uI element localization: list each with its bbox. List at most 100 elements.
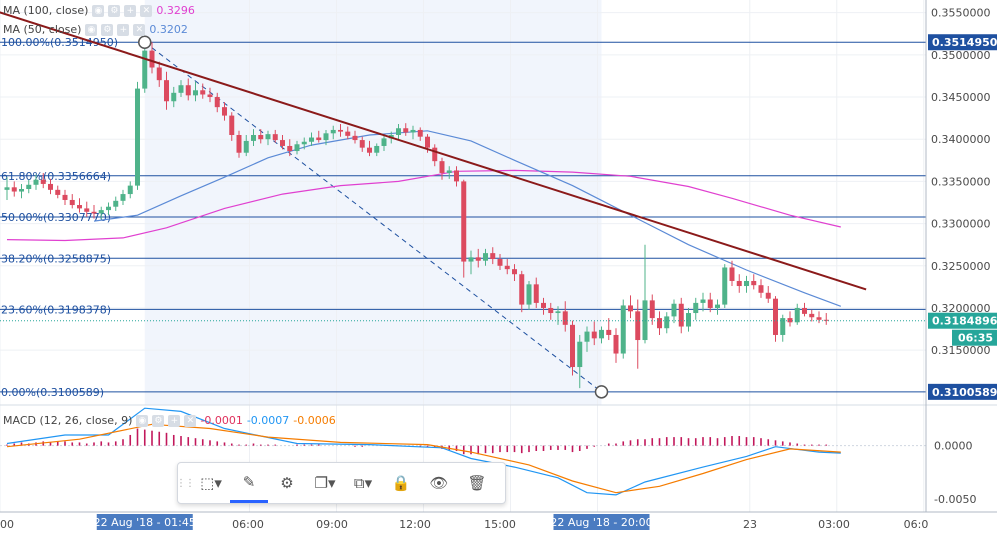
price-tag xyxy=(928,383,997,400)
candle xyxy=(11,187,17,192)
macd-tick-label: 0.0000 xyxy=(934,440,973,453)
price-tick-label: 0.3500000 xyxy=(931,49,991,62)
countdown-label: 06:35 xyxy=(958,332,993,345)
close-icon[interactable]: ✕ xyxy=(140,4,153,17)
eye-icon[interactable]: ◉ xyxy=(92,4,105,17)
candle xyxy=(620,305,626,354)
candle xyxy=(120,194,126,201)
eye-icon[interactable]: 👁 xyxy=(429,474,449,492)
candle xyxy=(519,274,525,305)
candle xyxy=(613,334,619,354)
candle xyxy=(40,179,46,184)
ma100-legend[interactable]: MA (100, close) ◉ ⚙ + ✕ 0.3296 xyxy=(3,4,195,17)
fib-anchor-handle xyxy=(594,385,609,399)
plus-icon[interactable]: + xyxy=(124,4,137,17)
candle xyxy=(214,97,220,108)
candle xyxy=(156,67,162,81)
time-highlight-tag xyxy=(553,514,650,530)
candle xyxy=(135,88,140,186)
macd-legend[interactable]: MACD (12, 26, close, 9) ◉ ⚙ + ✕ -0.0001 … xyxy=(3,414,336,427)
plus-icon[interactable]: + xyxy=(168,414,181,427)
price-tick-label: 0.3550000 xyxy=(931,7,991,20)
clone-icon[interactable]: ⧉▾ xyxy=(353,474,373,492)
time-tick-label: 06:0 xyxy=(904,518,929,531)
candle xyxy=(294,144,300,152)
pencil-icon[interactable]: ✎ xyxy=(230,463,268,503)
candle xyxy=(425,136,430,148)
candle xyxy=(207,94,213,98)
candle xyxy=(497,259,503,266)
candle xyxy=(729,267,735,281)
candle xyxy=(345,131,351,136)
macd-tick-label: -0.0050 xyxy=(934,493,976,506)
candle xyxy=(439,161,445,173)
candle xyxy=(287,145,293,152)
candle xyxy=(359,140,365,148)
candle xyxy=(541,302,546,308)
time-highlight-label: 22 Aug '18 - 01:45 xyxy=(94,516,196,529)
gear-icon[interactable]: ⚙ xyxy=(152,414,165,427)
candle xyxy=(236,135,242,153)
macd-label: MACD (12, 26, close, 9) xyxy=(3,414,133,427)
gear-icon[interactable]: ⚙ xyxy=(280,474,294,492)
time-tick-label: 06:00 xyxy=(232,518,264,531)
fib-level-label: 100.00%(0.3514950) xyxy=(1,36,118,49)
fib-range-shade xyxy=(144,0,602,405)
price-tag-label: 0.3184896 xyxy=(932,315,997,328)
close-icon[interactable]: ✕ xyxy=(184,414,197,427)
gear-icon[interactable]: ⚙ xyxy=(108,4,121,17)
candle xyxy=(780,318,786,335)
price-tick-label: 0.3300000 xyxy=(931,218,991,231)
candle xyxy=(686,313,691,327)
drag-handle[interactable]: ⋮⋮ xyxy=(176,477,195,489)
fib-level-label: 23.60%(0.3198378) xyxy=(1,303,111,316)
candle xyxy=(352,135,358,141)
trash-icon[interactable]: 🗑 xyxy=(467,474,487,492)
ma50-legend[interactable]: MA (50, close) ◉ ⚙ + ✕ 0.3202 xyxy=(3,23,188,36)
gear-icon[interactable]: ⚙ xyxy=(101,23,114,36)
trendline xyxy=(0,11,867,291)
candle xyxy=(91,211,97,214)
candle xyxy=(432,147,438,162)
layers-icon[interactable]: ❐▾ xyxy=(314,474,336,492)
candle xyxy=(142,50,148,89)
candle xyxy=(606,329,612,335)
candle xyxy=(707,299,713,308)
candle xyxy=(149,50,155,68)
price-tag xyxy=(928,34,997,51)
time-tick-label: 23 xyxy=(743,518,757,531)
candle xyxy=(84,208,90,212)
candle xyxy=(77,205,82,209)
candle xyxy=(410,129,416,133)
eye-icon[interactable]: ◉ xyxy=(136,414,149,427)
time-tick-label: 12:00 xyxy=(399,518,431,531)
fib-anchor-handle xyxy=(138,35,152,49)
close-icon[interactable]: ✕ xyxy=(133,23,146,36)
candle xyxy=(127,185,133,195)
candle xyxy=(280,140,285,146)
candle xyxy=(722,267,728,305)
candle xyxy=(591,331,597,339)
candle xyxy=(548,307,554,314)
lock-icon[interactable]: 🔒 xyxy=(391,474,411,492)
candle xyxy=(809,313,815,318)
rectangle-style-icon[interactable]: ⬚▾ xyxy=(200,474,222,492)
candle xyxy=(628,305,633,312)
candle xyxy=(816,317,822,320)
candle xyxy=(823,319,829,321)
fib-level-label: 0.00%(0.3100589) xyxy=(1,386,104,399)
time-highlight-tag xyxy=(96,514,193,530)
plus-icon[interactable]: + xyxy=(117,23,130,36)
ma100-value: 0.3296 xyxy=(156,4,195,17)
candle xyxy=(403,128,409,133)
candle xyxy=(570,324,575,368)
candle xyxy=(490,253,496,260)
candle xyxy=(316,137,322,141)
candle xyxy=(367,147,372,153)
ma50-label: MA (50, close) xyxy=(3,23,82,36)
candle xyxy=(330,129,336,134)
eye-icon[interactable]: ◉ xyxy=(85,23,98,36)
candle xyxy=(106,206,111,211)
candle xyxy=(33,179,39,185)
